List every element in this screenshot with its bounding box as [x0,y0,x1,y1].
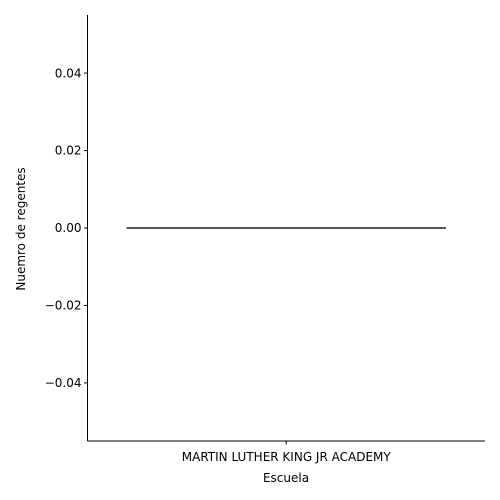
y-tick-label: −0.02 [45,299,82,313]
x-ticks: MARTIN LUTHER KING JR ACADEMY [182,441,392,464]
x-tick-label: MARTIN LUTHER KING JR ACADEMY [182,450,392,464]
x-axis-label: Escuela [263,471,309,485]
y-tick-label: 0.04 [55,66,82,80]
y-axis-label: Nuemro de regentes [14,167,28,290]
y-ticks: −0.04 −0.02 0.00 0.02 0.04 [45,66,88,390]
y-tick-label: 0.00 [55,221,82,235]
y-tick-label: 0.02 [55,144,82,158]
y-tick-label: −0.04 [45,376,82,390]
plot-area: −0.04 −0.02 0.00 0.02 0.04 MARTIN LUTHER KIN… [45,15,485,464]
